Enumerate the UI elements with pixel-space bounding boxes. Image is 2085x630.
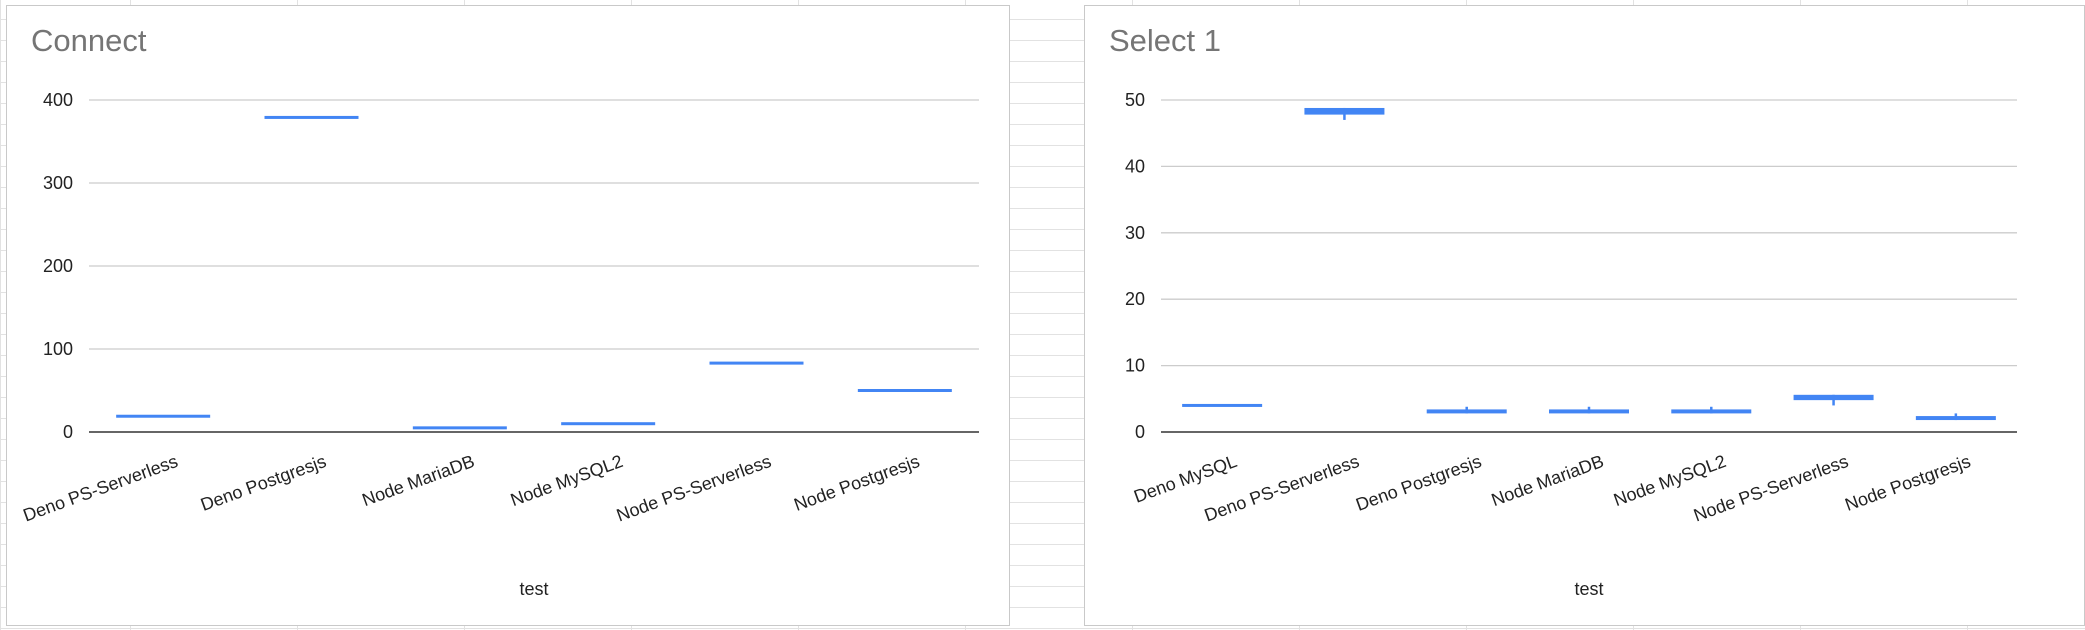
chart-title: Connect xyxy=(31,23,147,58)
y-tick-label: 50 xyxy=(1125,90,1145,110)
y-tick-label: 400 xyxy=(43,90,73,110)
chart-connect: Connect 0 100 200 300 400 Deno PS-Serverless De… xyxy=(20,23,979,599)
chart-card-select-1[interactable]: Select 1 0 10 20 30 40 50 Deno MySQL Deno PS-Ser… xyxy=(1084,5,2085,626)
y-tick-label: 20 xyxy=(1125,289,1145,309)
y-tick-label: 40 xyxy=(1125,156,1145,176)
y-tick-label: 10 xyxy=(1125,356,1145,376)
y-tick-label: 0 xyxy=(63,422,73,442)
candle-box xyxy=(1671,409,1752,414)
candle-box xyxy=(1304,107,1385,115)
candle-box xyxy=(1426,409,1507,414)
chart-title: Select 1 xyxy=(1109,23,1221,58)
candle-box xyxy=(1549,409,1629,414)
x-axis-title: test xyxy=(1574,579,1603,599)
x-tick-label: Deno PS-Serverless xyxy=(20,451,180,526)
x-tick-label: Node Postgresjs xyxy=(1842,451,1973,515)
x-tick-label: Node PS-Serverless xyxy=(614,451,774,526)
y-tick-label: 100 xyxy=(43,339,73,359)
y-tick-label: 300 xyxy=(43,173,73,193)
candle-box xyxy=(1793,394,1874,401)
candle-box xyxy=(264,115,359,119)
candle-box xyxy=(709,361,804,365)
x-axis-title: test xyxy=(519,579,548,599)
x-tick-label: Node Postgresjs xyxy=(791,451,922,515)
candle-box xyxy=(1182,403,1263,407)
y-tick-label: 200 xyxy=(43,256,73,276)
chart-card-connect[interactable]: Connect 0 100 200 300 400 Deno PS-Serverless De… xyxy=(6,5,1010,626)
candle-box xyxy=(1915,416,1996,421)
candle-box xyxy=(116,414,211,418)
x-tick-label: Deno Postgresjs xyxy=(198,451,329,515)
candle-box xyxy=(412,426,507,430)
x-tick-label: Node MariaDB xyxy=(1489,451,1607,510)
y-tick-label: 0 xyxy=(1135,422,1145,442)
candle-box xyxy=(857,389,952,392)
x-tick-label: Deno Postgresjs xyxy=(1353,451,1484,515)
candle-box xyxy=(561,422,656,426)
x-tick-label: Node MySQL2 xyxy=(508,451,626,510)
y-tick-label: 30 xyxy=(1125,223,1145,243)
x-tick-label: Node MariaDB xyxy=(359,451,477,510)
